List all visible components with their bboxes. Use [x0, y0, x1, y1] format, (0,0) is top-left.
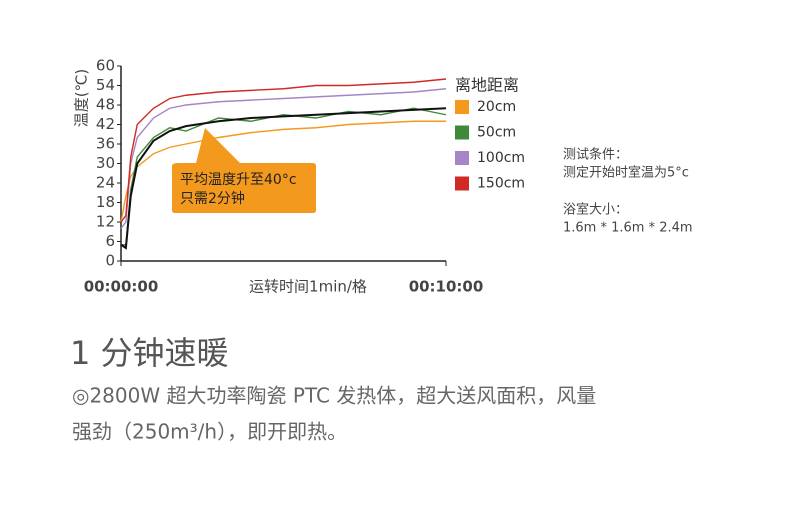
note: 测定开始时室温为5°c	[563, 165, 689, 181]
paragraph-line: ◎2800W 超大功率陶瓷 PTC 发热体，超大送风面积，风量	[72, 384, 596, 408]
legend-label: 100cm	[477, 150, 525, 166]
annotation-text: 平均温度升至40°c	[180, 172, 297, 188]
note: 测试条件：	[563, 147, 628, 163]
y-tick-label: 6	[105, 232, 115, 250]
section-heading: 1 分钟速暖	[70, 334, 229, 372]
legend-label: 20cm	[477, 99, 516, 115]
legend-swatch	[455, 100, 469, 114]
note: 1.6m * 1.6m * 2.4m	[563, 221, 693, 236]
x-axis-label: 运转时间1min/格	[249, 278, 367, 296]
y-tick-label: 18	[96, 193, 115, 211]
x-tick-label: 00:00:00	[84, 278, 159, 296]
y-tick-label: 0	[105, 252, 115, 270]
annotation-text: 只需2分钟	[180, 190, 245, 207]
y-tick-label: 48	[96, 96, 115, 114]
legend-swatch	[455, 176, 469, 191]
series-line	[121, 107, 447, 246]
note: 浴室大小：	[563, 202, 628, 218]
legend-title: 离地距离	[455, 76, 519, 95]
legend-swatch	[455, 151, 469, 165]
x-tick-label: 00:10:00	[409, 278, 484, 296]
series-line	[120, 120, 446, 223]
legend-label: 50cm	[477, 125, 516, 141]
y-tick-label: 12	[96, 213, 115, 231]
annotation: 平均温度升至40°c 只需2分钟	[172, 128, 316, 213]
paragraph-line: 强劲（250m³/h），即开即热。	[72, 420, 347, 444]
y-tick-label: 42	[96, 115, 115, 133]
series-line	[120, 78, 447, 223]
legend-label: 150cm	[477, 176, 525, 192]
y-tick-label: 30	[96, 154, 115, 172]
y-tick-label: 60	[96, 57, 115, 75]
annotation-box	[172, 128, 316, 213]
y-tick-label: 54	[96, 76, 115, 94]
y-tick-label: 24	[96, 174, 115, 192]
y-axis-label: 温度(℃)	[73, 69, 91, 128]
legend-swatch	[455, 125, 469, 140]
y-tick-label: 36	[96, 135, 115, 153]
series-line	[120, 107, 447, 250]
series-line	[120, 88, 447, 229]
